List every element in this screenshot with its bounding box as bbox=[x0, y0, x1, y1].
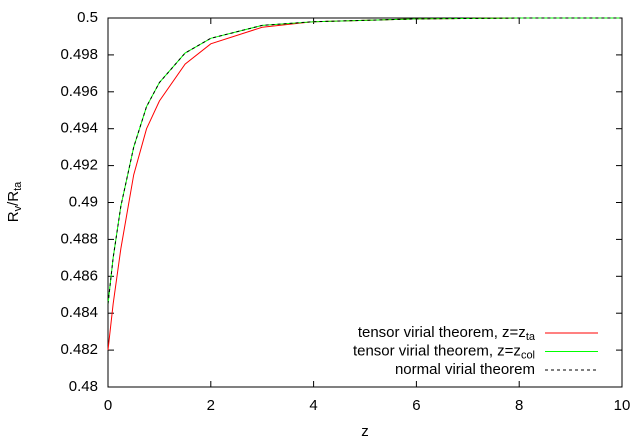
x-tick-label: 0 bbox=[104, 397, 112, 414]
x-tick-label: 8 bbox=[515, 397, 523, 414]
legend-name: normal virial theorem bbox=[395, 361, 535, 378]
legend-sub: col bbox=[521, 349, 535, 361]
y-tick-label: 0.484 bbox=[60, 304, 98, 321]
legend-name: tensor virial theorem, z=z bbox=[353, 342, 521, 359]
x-tick-label: 2 bbox=[207, 397, 215, 414]
legend-name: tensor virial theorem, z=z bbox=[358, 324, 526, 341]
x-tick-label: 6 bbox=[412, 397, 420, 414]
x-axis-label: z bbox=[361, 423, 369, 439]
y-tick-label: 0.486 bbox=[60, 267, 98, 284]
y-tick-label: 0.48 bbox=[69, 378, 98, 395]
series-line bbox=[107, 17, 622, 305]
y-label-part: /R bbox=[5, 191, 22, 206]
y-tick-label: 0.492 bbox=[60, 157, 98, 174]
legend-sub: ta bbox=[526, 331, 536, 343]
series-line bbox=[107, 17, 622, 305]
legend-label: tensor virial theorem, z=zcol bbox=[353, 342, 535, 361]
series-line bbox=[107, 17, 622, 351]
y-tick-label: 0.488 bbox=[60, 230, 98, 247]
x-tick-label: 4 bbox=[309, 397, 317, 414]
legend-label: tensor virial theorem, z=zta bbox=[358, 324, 536, 343]
y-tick-label: 0.496 bbox=[60, 83, 98, 100]
y-tick-label: 0.49 bbox=[69, 193, 98, 210]
y-label-part: R bbox=[5, 211, 22, 222]
y-axis-label: Rv/Rta bbox=[5, 181, 24, 222]
y-label-sub: v bbox=[12, 205, 24, 211]
y-tick-label: 0.494 bbox=[60, 120, 98, 137]
y-tick-label: 0.482 bbox=[60, 341, 98, 358]
x-tick-label: 10 bbox=[614, 397, 631, 414]
y-label-sub: ta bbox=[12, 181, 24, 191]
y-tick-label: 0.498 bbox=[60, 46, 98, 63]
y-tick-label: 0.5 bbox=[77, 9, 98, 26]
legend-label: normal virial theorem bbox=[395, 361, 535, 378]
